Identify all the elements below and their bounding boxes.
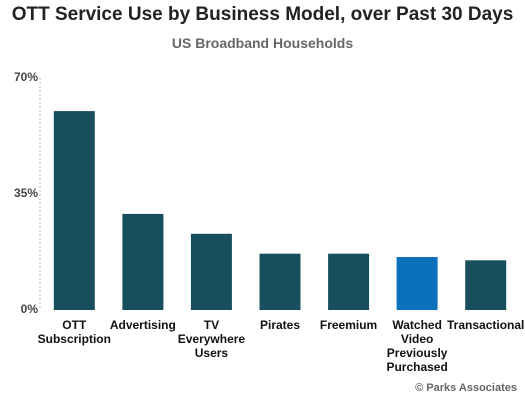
y-tick-label: 0% bbox=[20, 302, 38, 316]
x-tick-label-line: Everywhere bbox=[177, 332, 246, 346]
x-tick-label-line: Freemium bbox=[319, 318, 378, 332]
x-tick-label-line: Advertising bbox=[109, 318, 176, 332]
x-tick-label: Advertising bbox=[103, 318, 183, 332]
bar-6 bbox=[465, 260, 507, 310]
bar-0 bbox=[53, 111, 95, 310]
y-tick-label: 70% bbox=[13, 70, 38, 84]
x-tick-label: Watched Video Previously Purchased bbox=[377, 318, 457, 374]
x-tick-label-line: Purchased bbox=[386, 360, 448, 374]
x-tick-label-line: Video bbox=[400, 332, 434, 346]
bar-4 bbox=[328, 253, 370, 310]
x-tick-label-line: Watched bbox=[392, 318, 442, 332]
x-tick-label-line: Users bbox=[194, 346, 229, 360]
chart-subtitle: US Broadband Households bbox=[171, 35, 354, 51]
x-tick-label-line: Previously bbox=[386, 346, 448, 360]
x-tick-label-line: Transactional bbox=[447, 318, 525, 332]
x-tick-label-line: Pirates bbox=[259, 318, 301, 332]
x-tick-label-line: Subscription bbox=[37, 332, 111, 346]
x-tick-label: Pirates bbox=[240, 318, 320, 332]
x-tick-label-line: OTT bbox=[62, 318, 87, 332]
bar-1 bbox=[122, 213, 164, 310]
x-tick-label: OTT Subscription bbox=[34, 318, 114, 346]
x-tick-label: Freemium bbox=[309, 318, 389, 332]
bar-5 bbox=[396, 257, 438, 310]
x-tick-label: TV Everywhere Users bbox=[171, 318, 251, 360]
bar-3 bbox=[259, 253, 301, 310]
x-tick-label-line: TV bbox=[203, 318, 220, 332]
bar-2 bbox=[190, 233, 232, 310]
x-tick-label: Transactional bbox=[446, 318, 525, 332]
chart-title: OTT Service Use by Business Model, over … bbox=[11, 4, 514, 25]
y-tick-label: 35% bbox=[13, 186, 38, 200]
source-credit: © Parks Associates bbox=[415, 382, 517, 394]
